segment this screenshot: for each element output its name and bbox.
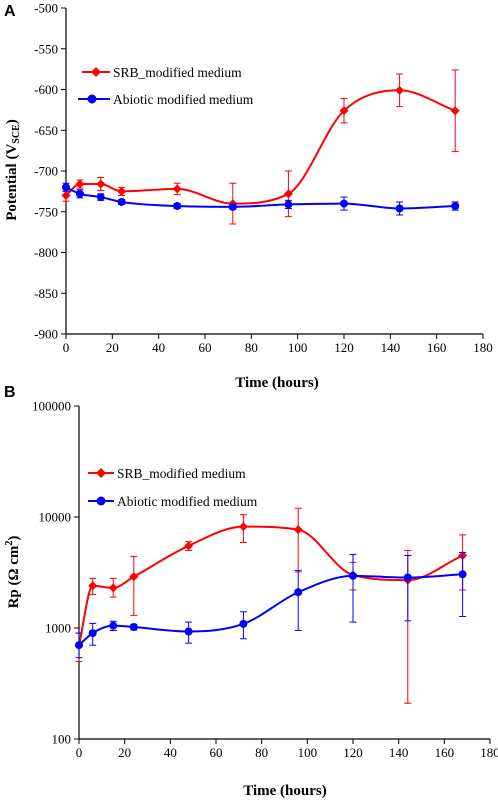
pa-srb-data-point [395, 85, 405, 95]
pb-y-tick-label: 10000 [39, 510, 72, 525]
pa-abiotic-data-point [395, 204, 404, 213]
pa-abiotic-series-line [65, 186, 456, 210]
legend-label-abiotic-a: Abiotic modified medium [113, 92, 254, 107]
pa-abiotic-data-point [62, 183, 70, 192]
pa-srb-data-point [283, 189, 293, 199]
pb-x-tick-label: 140 [389, 745, 409, 760]
pb-x-tick-label: 60 [210, 745, 223, 760]
pb-y-tick-label: 100 [52, 732, 72, 747]
pb-srb-data-point [184, 541, 194, 551]
pb-x-tick-label: 80 [255, 745, 268, 760]
pb-abiotic-data-point [349, 571, 357, 580]
pa-y-tick-label: -650 [34, 123, 58, 138]
panel-b-plot-area: 0 20 40 60 80 100 120 140 160 180 100 1000 10000 1000… [32, 399, 498, 761]
panel-b: B 0 20 40 60 80 100 120 140 160 180 100 1000 10000 10… [4, 384, 498, 799]
panel-a-label: A [4, 3, 16, 20]
pb-abiotic-data-point [458, 570, 467, 579]
pa-srb-data-point [96, 179, 106, 189]
panel-a-legend: SRB_modified medium Abiotic modified med… [78, 65, 254, 107]
legend-marker-srb-b [96, 468, 106, 478]
pa-x-tick-label: 100 [288, 340, 308, 355]
pa-x-tick-label: 40 [152, 340, 165, 355]
pb-x-tick-label: 0 [76, 745, 83, 760]
pb-x-tick-label: 160 [435, 745, 455, 760]
panel-b-legend: SRB_modified medium Abiotic modified med… [88, 466, 258, 509]
pa-abiotic-data-point [96, 193, 105, 202]
pa-abiotic-data-point [284, 200, 293, 209]
pb-abiotic-data-point [88, 629, 97, 638]
pb-x-tick-label: 120 [343, 745, 363, 760]
pb-abiotic-data-point [239, 619, 248, 628]
pa-srb-data-point [75, 179, 85, 189]
pa-srb-data-point [450, 106, 460, 116]
pb-srb-data-point [293, 525, 303, 535]
pb-abiotic-data-point [75, 641, 83, 650]
pa-x-tick-label: 80 [245, 340, 258, 355]
pa-srb-data-point [172, 184, 182, 194]
panel-a-y-axis-title: Potential (VSCE) [4, 119, 22, 221]
pa-abiotic-data-point [340, 199, 348, 208]
pa-abiotic-data-point [173, 202, 182, 211]
pb-abiotic-series-line [78, 573, 463, 646]
legend-marker-abiotic-a [87, 94, 97, 104]
legend-label-srb-b: SRB_modified medium [117, 466, 246, 481]
pa-abiotic-data-point [117, 197, 126, 206]
pa-srb-data-point [61, 190, 71, 200]
pb-x-tick-label: 100 [298, 745, 318, 760]
pa-y-tick-label: -500 [34, 1, 58, 16]
pa-srb-data-point [117, 186, 127, 196]
pa-y-tick-label: -600 [34, 82, 58, 97]
pb-abiotic-data-point [294, 588, 303, 597]
pa-x-tick-label: 0 [63, 340, 70, 355]
pa-y-tick-label: -800 [34, 245, 58, 260]
legend-marker-abiotic-b [96, 496, 106, 506]
legend-label-abiotic-b: Abiotic modified medium [117, 494, 258, 509]
legend-label-srb-a: SRB_modified medium [113, 65, 242, 80]
pb-abiotic-data-point [403, 573, 412, 582]
panel-a-x-axis-title: Time (hours) [235, 375, 318, 391]
legend-marker-srb-a [91, 67, 101, 77]
pa-x-tick-label: 140 [381, 340, 401, 355]
pb-srb-data-point [129, 572, 139, 582]
pa-x-tick-label: 120 [334, 340, 354, 355]
pa-srb-data-point [339, 106, 349, 116]
pa-srb-series-line [65, 89, 456, 205]
panel-b-label: B [4, 384, 16, 401]
pa-y-tick-label: -900 [34, 327, 58, 342]
panel-b-x-axis-title: Time (hours) [243, 783, 326, 799]
pa-x-tick-label: 160 [427, 340, 447, 355]
pb-y-tick-label: 1000 [45, 621, 71, 636]
pb-srb-data-point [108, 583, 118, 593]
pb-abiotic-data-point [129, 623, 138, 632]
pb-srb-data-point [88, 581, 98, 591]
pb-abiotic-data-point [184, 627, 193, 636]
pa-abiotic-data-point [75, 189, 84, 198]
pb-x-tick-label: 20 [118, 745, 131, 760]
panel-a: A 0 20 40 60 80 100 120 140 160 180 -500 -550 -600 -6… [4, 1, 493, 392]
panel-b-y-axis-title: Rp (Ω cm2) [4, 536, 22, 609]
pa-y-tick-label: -700 [34, 164, 58, 179]
pa-abiotic-data-point [228, 202, 237, 211]
pa-x-tick-label: 60 [199, 340, 212, 355]
pb-abiotic-data-point [109, 621, 118, 630]
pb-srb-data-point [238, 522, 248, 532]
pa-y-tick-label: -550 [34, 41, 58, 56]
pa-x-tick-label: 20 [106, 340, 119, 355]
pb-x-tick-label: 40 [164, 745, 177, 760]
pb-x-tick-label: 180 [480, 745, 498, 760]
pa-y-tick-label: -850 [34, 286, 58, 301]
pa-abiotic-data-point [451, 202, 460, 211]
pa-y-tick-label: -750 [34, 204, 58, 219]
pa-x-tick-label: 180 [473, 340, 493, 355]
panel-a-plot-area: 0 20 40 60 80 100 120 140 160 180 -500 -550 -600 -650… [34, 1, 493, 356]
pb-srb-series-line [78, 525, 464, 646]
pb-y-tick-label: 100000 [32, 399, 71, 414]
